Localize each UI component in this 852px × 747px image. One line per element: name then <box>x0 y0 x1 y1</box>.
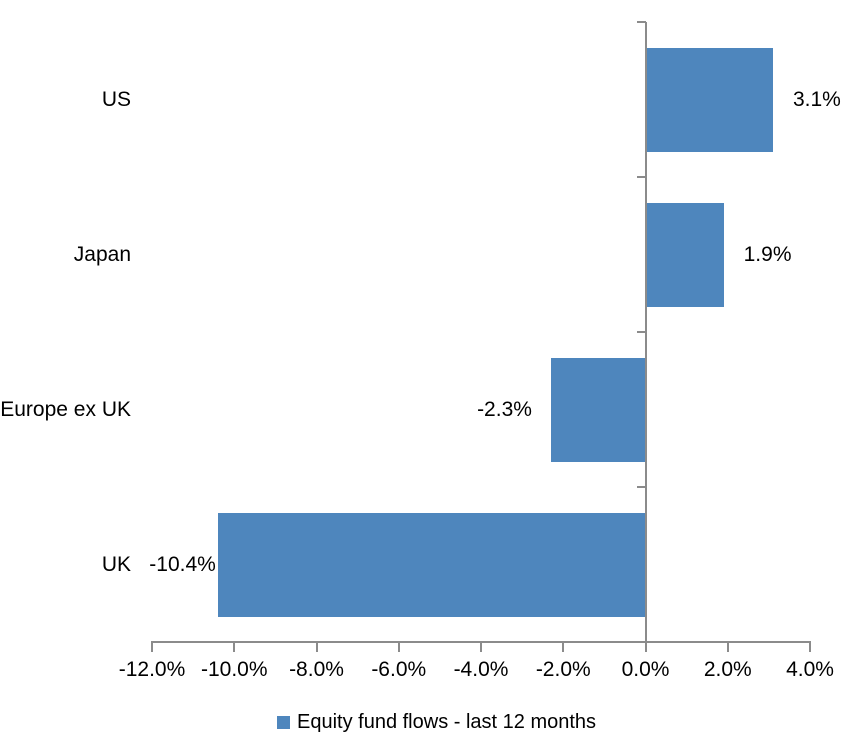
x-axis-tick-label: -6.0% <box>371 658 427 681</box>
x-axis-tick-label: 0.0% <box>621 658 670 681</box>
x-axis-tick <box>397 642 400 652</box>
x-axis-tick-label: 4.0% <box>786 658 834 681</box>
x-axis-tick <box>233 642 236 652</box>
bar-europe-ex-uk <box>550 357 646 462</box>
x-axis-tick-label: -2.0% <box>535 658 591 681</box>
category-axis-tick <box>636 331 646 333</box>
data-label-us: 3.1% <box>792 88 841 111</box>
x-axis-tick <box>315 642 318 652</box>
category-axis-line <box>644 22 647 643</box>
category-axis-tick <box>636 486 646 488</box>
category-label-uk: UK <box>101 552 131 576</box>
bar-japan <box>645 202 724 307</box>
category-axis-tick <box>636 21 646 23</box>
x-axis-tick <box>726 642 729 652</box>
x-axis-tick-label: -12.0% <box>118 658 186 681</box>
data-label-uk: -10.4% <box>149 553 216 576</box>
category-axis-tick <box>636 176 646 178</box>
bar-us <box>645 47 773 152</box>
x-axis-tick <box>562 642 565 652</box>
category-label-us: US <box>101 87 131 111</box>
x-axis-tick <box>151 642 153 652</box>
x-axis-tick <box>644 642 647 652</box>
data-label-europe-ex-uk: -2.3% <box>477 398 532 421</box>
x-axis-tick-label: -8.0% <box>289 658 344 681</box>
legend: Equity fund flows - last 12 months <box>277 708 596 736</box>
legend-swatch-icon <box>277 715 290 729</box>
legend-label: Equity fund flows - last 12 months <box>297 711 597 733</box>
x-axis-tick-label: 2.0% <box>703 658 752 681</box>
category-label-europe-ex-uk: Europe ex UK <box>0 397 131 421</box>
bar-uk <box>217 512 646 617</box>
category-axis-tick <box>636 641 646 643</box>
data-label-japan: 1.9% <box>743 243 792 266</box>
x-axis-tick-label: -10.0% <box>200 658 268 681</box>
x-axis-tick <box>809 642 811 652</box>
category-label-japan: Japan <box>73 242 131 266</box>
x-axis-tick-label: -4.0% <box>453 658 509 681</box>
x-axis-tick <box>480 642 482 652</box>
